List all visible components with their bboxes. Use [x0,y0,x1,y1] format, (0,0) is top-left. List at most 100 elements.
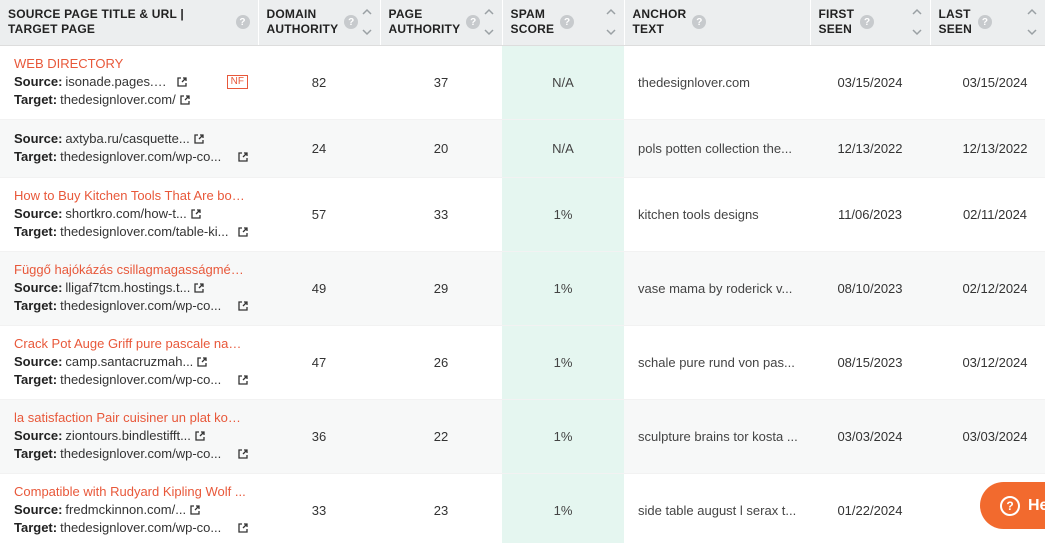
domain-authority: 24 [258,119,380,178]
target-url[interactable]: thedesignlover.com/wp-co... [60,149,222,164]
help-icon[interactable]: ? [560,15,575,30]
last-seen: 02/11/2024 [930,177,1045,252]
sort-arrows-icon[interactable] [1026,8,1037,36]
external-link-icon[interactable] [238,152,248,162]
source-title-link[interactable]: Crack Pot Auge Griff pure pascale naes..… [14,336,246,351]
target-url[interactable]: thedesignlover.com/wp-co... [60,446,222,461]
last-seen: 02/12/2024 [930,251,1045,326]
source-url[interactable]: ziontours.bindlestifft... [65,428,191,443]
external-link-icon[interactable] [238,301,248,311]
target-url[interactable]: thedesignlover.com/table-ki... [60,224,229,239]
first-seen: 03/03/2024 [810,399,930,474]
page-authority: 23 [380,473,502,543]
source-title-link[interactable]: la satisfaction Pair cuisiner un plat ko… [14,410,246,425]
domain-authority: 47 [258,325,380,400]
target-url[interactable]: thedesignlover.com/ [60,92,176,107]
last-seen: 03/03/2024 [930,399,1045,474]
first-seen: 03/15/2024 [810,45,930,120]
first-seen: 08/10/2023 [810,251,930,326]
help-icon[interactable]: ? [860,15,875,30]
source-url[interactable]: lligaf7tcm.hostings.t... [65,280,191,295]
column-header-first-seen[interactable]: FIRST SEEN ? [810,0,931,46]
spam-score: 1% [502,177,624,252]
sort-arrows-icon[interactable] [361,8,372,36]
sort-arrows-icon[interactable] [911,8,922,36]
table-row: Compatible with Rudyard Kipling Wolf ...… [0,473,1045,543]
column-header-anchor-text[interactable]: ANCHOR TEXT ? [624,0,811,46]
external-link-icon[interactable] [180,95,190,105]
external-link-icon[interactable] [238,523,248,533]
source-cell: Source: axtyba.ru/casquette... Target: t… [0,119,258,178]
source-cell: How to Buy Kitchen Tools That Are bot...… [0,177,258,252]
source-url[interactable]: camp.santacruzmah... [65,354,194,369]
target-url[interactable]: thedesignlover.com/wp-co... [60,372,222,387]
external-link-icon[interactable] [238,227,248,237]
source-url[interactable]: shortkro.com/how-t... [65,206,187,221]
column-header-source[interactable]: SOURCE PAGE TITLE & URL | TARGET PAGE ? [0,0,259,46]
source-cell: Függő hajókázás csillagmagasságmérő... S… [0,251,258,326]
source-url[interactable]: fredmckinnon.com/... [65,502,187,517]
help-icon[interactable]: ? [344,15,359,30]
external-link-icon[interactable] [197,357,207,367]
column-header-page-authority[interactable]: PAGE AUTHORITY ? [380,0,503,46]
last-seen: 03/12/2024 [930,325,1045,400]
target-url[interactable]: thedesignlover.com/wp-co... [60,520,222,535]
source-title-link[interactable]: WEB DIRECTORY [14,56,124,71]
page-authority: 20 [380,119,502,178]
column-header-domain-authority[interactable]: DOMAIN AUTHORITY ? [258,0,381,46]
page-authority: 22 [380,399,502,474]
sort-arrows-icon[interactable] [605,8,616,36]
target-url[interactable]: thedesignlover.com/wp-co... [60,298,222,313]
column-header-spam-score[interactable]: SPAM SCORE ? [502,0,625,46]
page-authority: 33 [380,177,502,252]
spam-score: N/A [502,119,624,178]
page-authority: 29 [380,251,502,326]
help-icon[interactable]: ? [977,15,992,30]
spam-score: N/A [502,45,624,120]
column-header-last-seen[interactable]: LAST SEEN ? [930,0,1045,46]
spam-score: 1% [502,251,624,326]
external-link-icon[interactable] [190,505,200,515]
table-row: la satisfaction Pair cuisiner un plat ko… [0,399,1045,474]
source-title-link[interactable]: How to Buy Kitchen Tools That Are bot... [14,188,246,203]
source-cell: WEB DIRECTORY Source: isonade.pages.dev/… [0,45,258,120]
table-row: How to Buy Kitchen Tools That Are bot...… [0,177,1045,252]
external-link-icon[interactable] [191,209,201,219]
page-authority: 37 [380,45,502,120]
domain-authority: 57 [258,177,380,252]
source-url[interactable]: isonade.pages.dev/... [65,74,172,89]
help-button[interactable]: ? He [980,482,1045,529]
domain-authority: 36 [258,399,380,474]
help-icon[interactable]: ? [692,15,707,30]
anchor-text: pols potten collection the... [624,119,810,178]
source-cell: Compatible with Rudyard Kipling Wolf ...… [0,473,258,543]
spam-score: 1% [502,399,624,474]
external-link-icon[interactable] [238,375,248,385]
anchor-text: side table august l serax t... [624,473,810,543]
source-url[interactable]: axtyba.ru/casquette... [65,131,190,146]
source-title-link[interactable]: Függő hajókázás csillagmagasságmérő... [14,262,246,277]
source-cell: la satisfaction Pair cuisiner un plat ko… [0,399,258,474]
table-row: Crack Pot Auge Griff pure pascale naes..… [0,325,1045,400]
external-link-icon[interactable] [194,283,205,293]
domain-authority: 33 [258,473,380,543]
help-icon[interactable]: ? [466,15,481,30]
anchor-text: kitchen tools designs [624,177,810,252]
spam-score: 1% [502,473,624,543]
sort-arrows-icon[interactable] [483,8,494,36]
source-title-link[interactable]: Compatible with Rudyard Kipling Wolf ... [14,484,246,499]
last-seen: 03/15/2024 [930,45,1045,120]
external-link-icon[interactable] [195,431,205,441]
external-link-icon[interactable] [194,134,204,144]
external-link-icon[interactable] [177,77,187,87]
domain-authority: 49 [258,251,380,326]
table-row: WEB DIRECTORY Source: isonade.pages.dev/… [0,45,1045,120]
table-row: Függő hajókázás csillagmagasságmérő... S… [0,251,1045,326]
table-row: Source: axtyba.ru/casquette... Target: t… [0,119,1045,178]
first-seen: 01/22/2024 [810,473,930,543]
external-link-icon[interactable] [238,449,248,459]
help-icon[interactable]: ? [235,15,250,30]
anchor-text: sculpture brains tor kosta ... [624,399,810,474]
anchor-text: thedesignlover.com [624,45,810,120]
